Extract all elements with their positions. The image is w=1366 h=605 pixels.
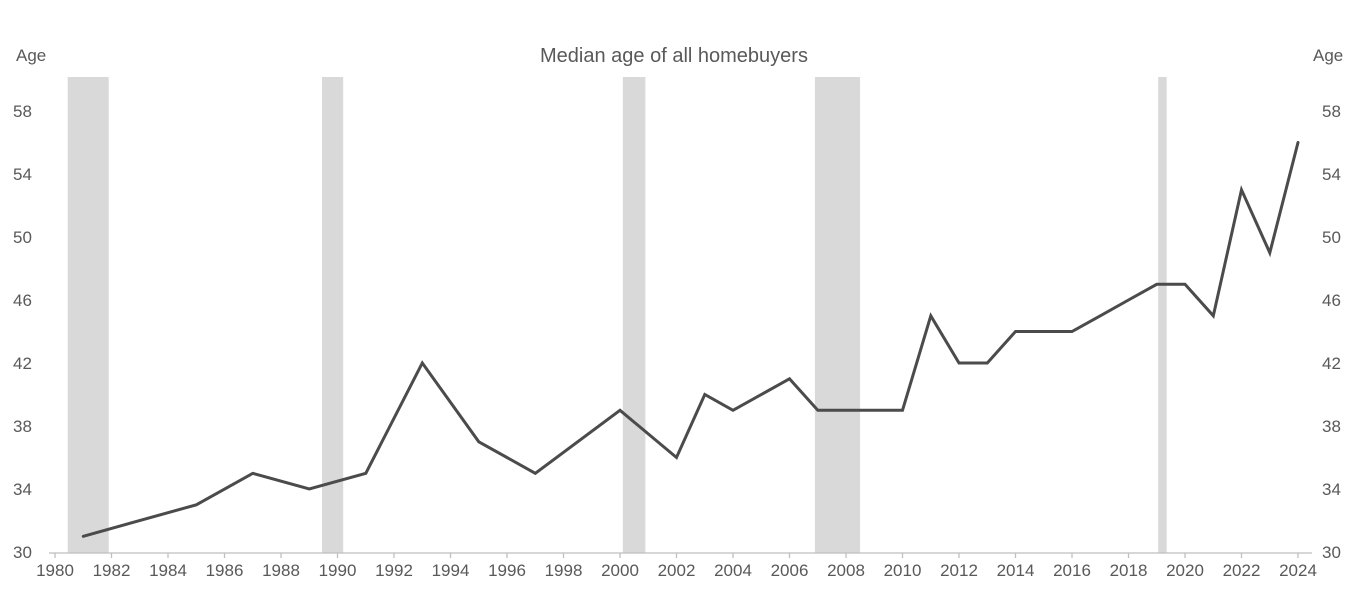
x-tick-label: 2014 (997, 561, 1035, 580)
recession-band (322, 77, 344, 553)
x-tick-label: 2000 (601, 561, 639, 580)
y-tick-label-left: 58 (13, 102, 32, 121)
x-tick-label: 1984 (149, 561, 187, 580)
x-tick-label: 2002 (658, 561, 696, 580)
y-tick-label-left: 30 (13, 543, 32, 562)
x-tick-label: 2016 (1053, 561, 1091, 580)
x-tick-label: 2018 (1110, 561, 1148, 580)
x-tick-label: 1994 (432, 561, 470, 580)
y-tick-label-left: 54 (13, 165, 32, 184)
x-tick-label: 1986 (206, 561, 244, 580)
y-tick-label-right: 46 (1322, 291, 1341, 310)
y-tick-label-right: 58 (1322, 102, 1341, 121)
x-tick-label: 2012 (940, 561, 978, 580)
series-line (81, 141, 1300, 538)
x-tick-label: 2010 (884, 561, 922, 580)
y-tick-label-left: 42 (13, 354, 32, 373)
recession-band (814, 77, 861, 553)
recession-band (1158, 77, 1167, 553)
y-tick-label-right: 38 (1322, 417, 1341, 436)
y-tick-label-left: 34 (13, 480, 32, 499)
y-tick-label-left: 46 (13, 291, 32, 310)
x-tick-label: 1992 (375, 561, 413, 580)
x-tick-label: 1998 (545, 561, 583, 580)
x-tick-label: 2020 (1166, 561, 1204, 580)
x-tick-label: 1996 (488, 561, 526, 580)
y-tick-label-left: 38 (13, 417, 32, 436)
y-tick-label-left: 50 (13, 228, 32, 247)
x-tick-label: 1980 (36, 561, 74, 580)
y-tick-label-right: 54 (1322, 165, 1341, 184)
x-tick-label: 2004 (714, 561, 752, 580)
y-tick-label-right: 34 (1322, 480, 1341, 499)
y-tick-label-right: 50 (1322, 228, 1341, 247)
x-tick-label: 1988 (262, 561, 300, 580)
recession-band (622, 77, 646, 553)
x-tick-label: 1990 (319, 561, 357, 580)
x-tick-label: 2022 (1223, 561, 1261, 580)
x-tick-label: 2006 (771, 561, 809, 580)
recession-band (67, 77, 109, 553)
x-tick-label: 2024 (1279, 561, 1317, 580)
y-tick-label-right: 42 (1322, 354, 1341, 373)
y-tick-label-right: 30 (1322, 543, 1341, 562)
x-tick-label: 1982 (93, 561, 131, 580)
x-tick-label: 2008 (827, 561, 865, 580)
